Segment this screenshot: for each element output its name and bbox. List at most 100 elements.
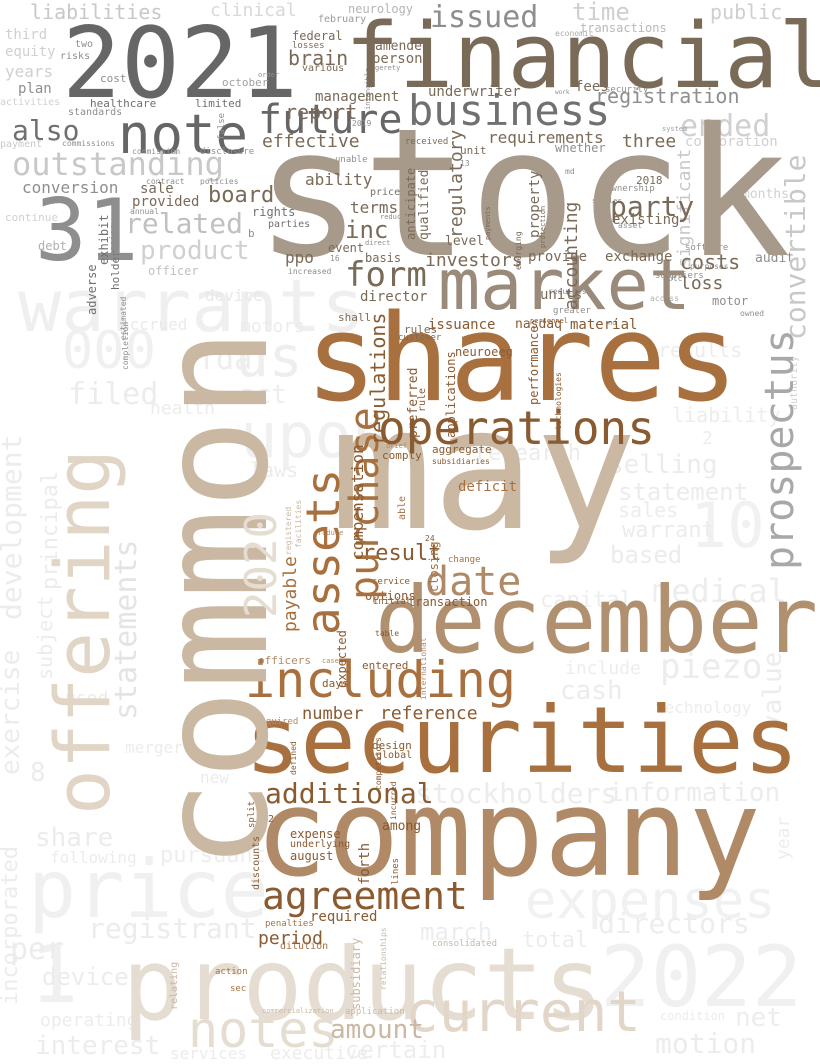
word-device: device [205,286,263,305]
word-person: person [372,51,423,67]
word-payable: payable [280,556,301,632]
word-exercise: exercise [0,649,26,775]
word-sale: sale [140,181,174,197]
word-protection: protection [539,205,547,248]
word-motion: motion [655,1027,757,1060]
word-whether: whether [555,141,606,155]
word-relating: relating [169,961,180,1010]
word-may: may [330,371,638,569]
word-contract: contract [146,177,185,186]
word-received: received [405,137,449,147]
word-us: us [235,325,303,390]
word-issuance: issuance [428,317,496,333]
word-10: 10 [690,489,765,562]
word-related: related [125,207,244,240]
word-shares: shares [305,290,739,429]
word-exchange: exchange [605,249,673,265]
word-capital: capital [540,588,633,613]
word-dilution: dilution [280,941,329,952]
word-unit: unit [460,144,487,157]
word-brain: brain [288,46,349,70]
word-executive: executive [270,1043,368,1064]
word-effective: effective [262,131,360,152]
word-debt: debt [38,239,67,253]
word-increased: increased [288,267,332,276]
word-include: include [565,658,641,679]
word-existing: existing [612,212,680,228]
word-relationships: relationships [379,927,388,990]
word-technology: technology [655,698,752,717]
word-limited: limited [195,97,242,110]
word-facilities: facilities [294,499,303,548]
word-order: order [258,71,280,79]
word-expected: expected [335,630,349,688]
word-time: time [572,0,630,26]
word-material: material [570,317,638,333]
word-services: services [170,1044,248,1063]
word-financial: financial [345,4,820,109]
word-upon: upon [240,399,390,472]
word-required: required [310,909,378,925]
word-asset: asset [618,221,643,230]
word-technologies: technologies [554,372,563,430]
word-table: table [375,629,400,638]
word-three: three [622,131,677,152]
word-annual: annual [130,207,159,216]
word-incorporated: incorporated [0,846,23,1005]
word-year: year [773,816,794,860]
word-international: international [419,637,428,700]
word-losses: losses [292,41,325,51]
word-result: result [362,541,442,566]
word-md: md [565,167,575,176]
word-issued: issued [430,0,539,35]
word-following: following [50,848,137,867]
word-assets: assets [296,468,350,635]
word-new: new [200,768,229,787]
word-subsidiary: subsidiary [349,937,363,1010]
word-initial: initial [373,597,411,607]
word-board: board [208,183,275,208]
word-16: 16 [330,254,340,263]
word-warrant: warrant [622,518,715,543]
word-deficit: deficit [458,479,518,495]
word-laws: laws [250,458,299,482]
word-product: product [140,236,250,266]
word-provide: provide [528,249,588,265]
word-public: public [710,0,783,24]
word-research: research [475,441,581,466]
word-nasdaq: nasdaq [515,317,562,332]
word-b: b [248,227,255,240]
word-adverse: adverse [85,264,99,315]
word-applications: applications [444,351,458,438]
word-loss: loss [680,273,724,294]
word-report: report [285,100,358,124]
word-case: case [322,657,339,665]
word-brief: brief [386,442,408,450]
word-condition: condition [660,1009,726,1023]
word-payments: payments [484,206,492,240]
word-software: software [685,243,729,253]
word-director: director [360,289,428,305]
word-system: system [662,125,688,133]
word-reduce: reduce [318,529,344,537]
word-period: period [258,928,324,949]
word-regulatory: regulatory [446,129,467,238]
word-shall: shall [338,311,372,324]
word-information: information [608,778,781,808]
word-personnel: personnel [530,317,568,325]
word-commission: commission [132,147,181,156]
word-costs: costs [680,250,741,274]
word-piezo: piezo [660,647,763,687]
word-results: results [658,338,743,362]
word-form: form [345,255,427,295]
word-qualified: qualified [417,169,432,240]
word-discounts: discounts [251,835,262,890]
word-action: action [215,967,248,977]
word-underwriter: underwriter [428,84,521,100]
word-registration: registration [595,84,740,108]
word-note: note [118,103,249,166]
word-defined: defined [289,741,298,775]
word-fees: fees [575,79,609,95]
word-transaction: transaction [408,595,488,609]
word-operating: operating [40,1010,138,1031]
